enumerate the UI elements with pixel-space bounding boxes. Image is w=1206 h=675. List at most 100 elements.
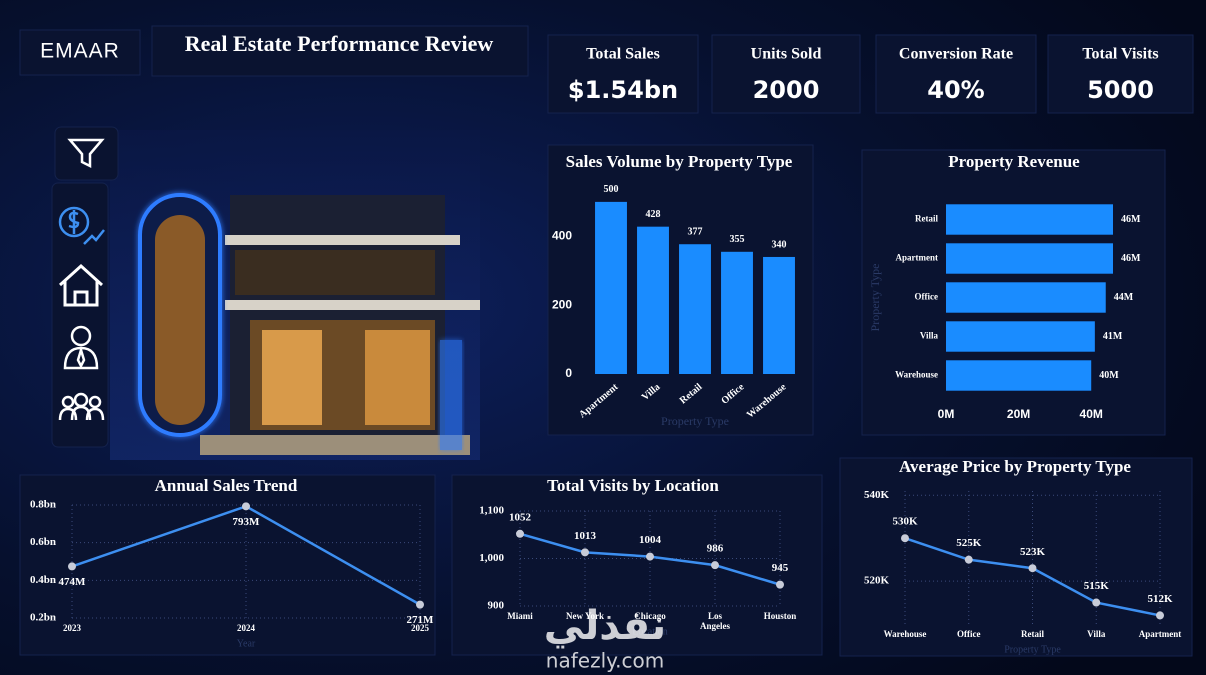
title-panel — [151, 25, 529, 77]
bar — [637, 226, 669, 374]
kpi-label: Units Sold — [751, 46, 822, 63]
chart-title: Sales Volume by Property Type — [566, 152, 793, 171]
value-label: 512K — [1147, 593, 1173, 605]
value-label: 46M — [1121, 253, 1141, 264]
customers-icon[interactable] — [58, 392, 105, 421]
y-tick-label: 0.2bn — [30, 612, 56, 624]
watermark-arabic: نفذلي — [544, 603, 666, 649]
kpi-row: Total Sales $1.54bn Units Sold 2000 Conversi… — [547, 34, 1194, 114]
marker — [516, 529, 524, 538]
x-axis-title: Year — [237, 638, 256, 649]
x-tick-label: Apartment — [1139, 629, 1182, 639]
panel — [451, 474, 823, 656]
kpi-label: Conversion Rate — [899, 46, 1013, 63]
value-label: 525K — [956, 537, 982, 549]
value-label: 271M — [407, 614, 435, 626]
x-tick-label: Retail — [1021, 629, 1044, 639]
agent-icon[interactable] — [63, 325, 99, 370]
y-tick-label: 0.6bn — [30, 536, 56, 548]
x-tick-label: New York — [566, 611, 604, 621]
y-tick-label: Apartment — [896, 253, 939, 263]
charts: Sales Volume by Property Type 0 200 400 500 A… — [30, 152, 1181, 655]
value-label: 986 — [707, 543, 724, 555]
value-label: 41M — [1103, 331, 1123, 342]
y-tick-label: 0.4bn — [30, 574, 56, 586]
bar — [946, 243, 1113, 274]
x-tick-label: Miami — [507, 611, 533, 621]
y-tick-label: Warehouse — [895, 370, 938, 380]
value-label: 1052 — [509, 511, 532, 523]
sales-icon[interactable] — [58, 206, 105, 245]
y-tick-label: 520K — [864, 575, 890, 587]
marker — [68, 562, 76, 571]
value-label: 428 — [646, 209, 661, 220]
x-tick-label: Warehouse — [884, 629, 927, 639]
marker — [416, 600, 424, 609]
value-label: 1013 — [574, 530, 597, 542]
y-tick-label: 1,000 — [479, 552, 504, 564]
y-tick-label: Villa — [920, 331, 939, 341]
filter-button[interactable] — [54, 126, 119, 181]
value-label: 523K — [1020, 546, 1046, 558]
y-tick-label: Office — [915, 292, 938, 302]
chart-title: Total Visits by Location — [547, 476, 719, 495]
x-tick-label: 20M — [1007, 407, 1030, 421]
kpi-label: Total Visits — [1082, 46, 1158, 63]
filter-icon — [67, 138, 105, 169]
value-label: 377 — [688, 227, 703, 238]
house-illustration — [110, 130, 480, 460]
value-label: 500 — [604, 184, 619, 195]
chart-title: Annual Sales Trend — [155, 476, 298, 495]
property-icon[interactable] — [58, 263, 104, 307]
chart-title: Average Price by Property Type — [899, 457, 1131, 476]
value-label: 515K — [1084, 580, 1110, 592]
x-tick-label: Villa — [1087, 629, 1106, 639]
value-label: 1004 — [639, 534, 662, 546]
x-tick-label: 2023 — [63, 623, 82, 633]
x-tick-label: Houston — [764, 611, 797, 621]
marker — [964, 555, 973, 564]
bar — [595, 201, 627, 374]
chart-title: Property Revenue — [948, 152, 1080, 171]
y-tick-label: 540K — [864, 489, 890, 501]
watermark-latin: nafezly.com — [546, 649, 664, 673]
x-axis-title: Property Type — [1004, 644, 1061, 655]
page-title: Real Estate Performance Review — [185, 31, 494, 56]
marker — [1028, 564, 1037, 573]
value-label: 46M — [1121, 214, 1141, 225]
kpi-value: 5000 — [1087, 76, 1154, 104]
value-label: 355 — [730, 234, 745, 245]
marker — [711, 561, 719, 570]
x-tick-label: Chicago — [634, 611, 666, 621]
x-axis-title: Property Type — [661, 414, 729, 428]
x-tick-label: 40M — [1080, 407, 1103, 421]
sidebar — [51, 126, 119, 448]
x-tick-label: 2024 — [237, 623, 256, 633]
panel — [19, 474, 436, 656]
y-tick-label: 900 — [488, 600, 505, 612]
marker — [1156, 611, 1164, 620]
kpi-label: Total Sales — [586, 46, 660, 63]
panel — [839, 457, 1193, 657]
y-tick-label: 0 — [565, 366, 572, 380]
marker — [1092, 598, 1101, 607]
bar — [946, 282, 1106, 313]
kpi-value: 2000 — [753, 76, 820, 104]
logo-panel — [19, 29, 141, 76]
x-axis-title: Location — [632, 626, 668, 637]
y-tick-label: 1,100 — [479, 505, 504, 517]
kpi-value: 40% — [927, 76, 984, 104]
kpi-card — [711, 34, 861, 114]
marker — [901, 534, 909, 543]
marker — [776, 580, 784, 589]
marker — [242, 502, 250, 511]
kpi-value: $1.54bn — [568, 76, 678, 104]
x-tick-label: Los Angeles — [700, 611, 730, 631]
nav-panel — [51, 182, 109, 448]
x-tick-label: 2025 — [411, 623, 430, 633]
value-label: 793M — [233, 516, 261, 528]
y-tick-label: Retail — [915, 214, 938, 224]
x-tick-label: 0M — [938, 407, 955, 421]
y-axis-title: Property Type — [868, 264, 882, 332]
